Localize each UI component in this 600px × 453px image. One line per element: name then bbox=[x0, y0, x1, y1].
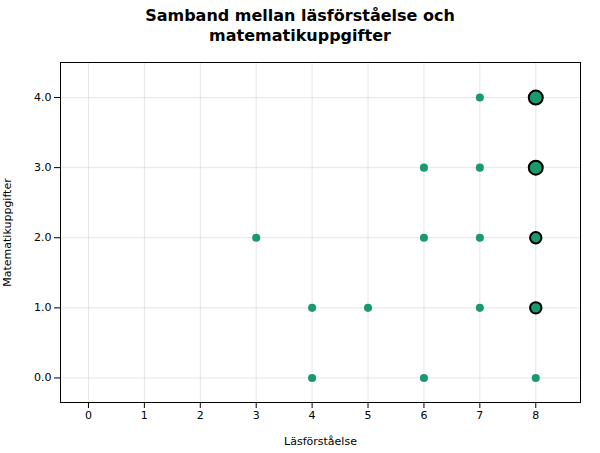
html-text:Samband mellan läsförståelse o: Samband mellan läsförståelse och matemat… bbox=[145, 6, 455, 45]
svg-text:7: 7 bbox=[476, 409, 483, 422]
svg-text:2: 2 bbox=[197, 409, 204, 422]
svg-text:Matematikuppgifter: Matematikuppgifter bbox=[1, 178, 14, 287]
svg-text:1: 1 bbox=[141, 409, 148, 422]
svg-text:4.0: 4.0 bbox=[34, 91, 52, 104]
svg-text:1.0: 1.0 bbox=[34, 301, 52, 314]
svg-text:3.0: 3.0 bbox=[34, 161, 52, 174]
svg-text:4: 4 bbox=[309, 409, 316, 422]
svg-text:5: 5 bbox=[365, 409, 372, 422]
svg-text:Läsförståelse: Läsförståelse bbox=[284, 435, 357, 448]
svg-text:8: 8 bbox=[532, 409, 539, 422]
svg-text:2.0: 2.0 bbox=[34, 231, 52, 244]
svg-text:6: 6 bbox=[420, 409, 427, 422]
svg-text:3: 3 bbox=[253, 409, 260, 422]
svg-text:0: 0 bbox=[85, 409, 92, 422]
svg-text:0.0: 0.0 bbox=[34, 371, 52, 384]
